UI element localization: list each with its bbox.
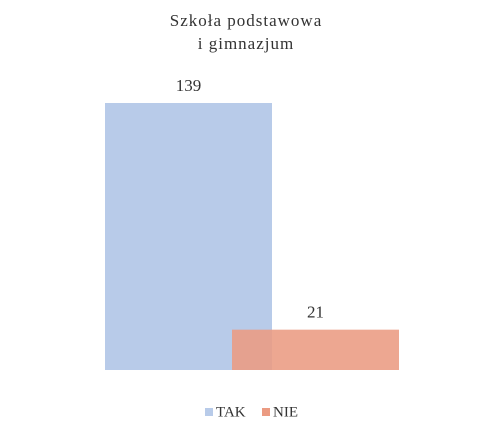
- legend-swatch: [205, 408, 213, 416]
- legend-label: NIE: [273, 404, 298, 420]
- data-label: 139: [176, 76, 202, 95]
- bar: [105, 103, 272, 370]
- chart-title: i gimnazjum: [198, 34, 294, 53]
- legend-swatch: [262, 408, 270, 416]
- legend-label: TAK: [216, 404, 246, 420]
- chart-title: Szkoła podstawowa: [170, 11, 323, 30]
- bar: [232, 329, 399, 370]
- data-label: 21: [307, 303, 324, 322]
